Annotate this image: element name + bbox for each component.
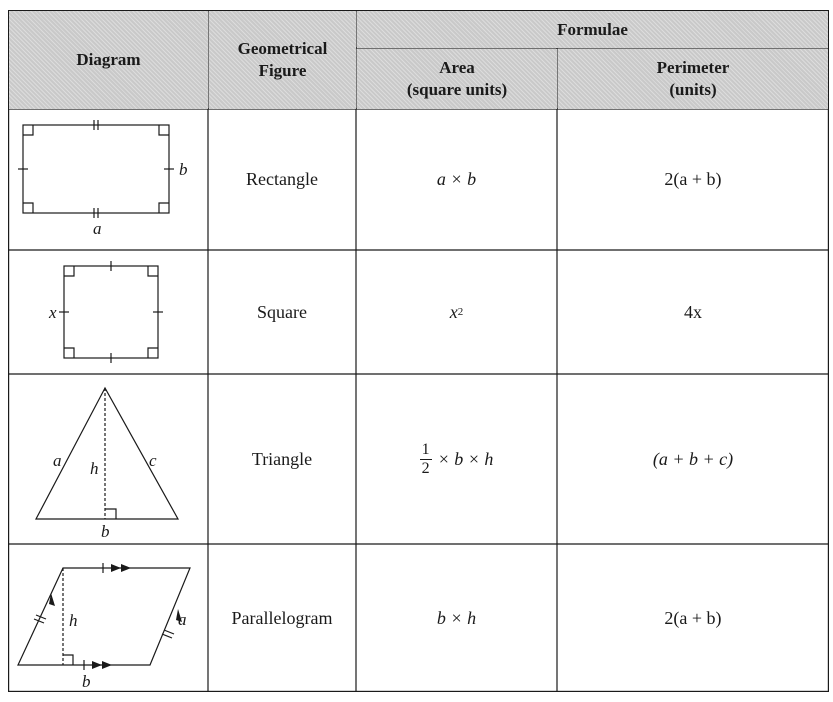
formulae-table: Diagram Geometrical Figure Formulae Area… xyxy=(8,10,829,692)
triangle-label-a: a xyxy=(53,451,62,470)
square-perimeter: 4x xyxy=(684,301,702,322)
header-diagram-label: Diagram xyxy=(76,50,141,69)
parallelogram-row: h a b Parallelogram b × h 2(a + b) xyxy=(8,544,829,692)
rectangle-row: b a Rectangle a × b 2(a + b) xyxy=(8,109,829,250)
square-diagram: x xyxy=(48,261,163,363)
parallelogram-label-b: b xyxy=(82,672,91,691)
rectangle-label-a: a xyxy=(93,219,102,238)
triangle-diagram: a h c b xyxy=(35,386,180,541)
header-perimeter: Perimeter (units) xyxy=(558,49,828,109)
triangle-label-b: b xyxy=(101,522,110,541)
header-formulae-label: Formulae xyxy=(557,19,628,39)
header-area-line1: Area xyxy=(439,58,475,77)
header-perimeter-line1: Perimeter xyxy=(656,58,730,77)
rectangle-label-b: b xyxy=(179,160,188,179)
header-area-line2: (square units) xyxy=(406,80,508,99)
triangle-perimeter: (a + b + c) xyxy=(652,448,734,469)
triangle-name: Triangle xyxy=(251,448,313,469)
square-name: Square xyxy=(257,301,307,322)
header-area: Area (square units) xyxy=(357,49,557,109)
rectangle-perimeter: 2(a + b) xyxy=(664,169,722,189)
parallelogram-perimeter: 2(a + b) xyxy=(664,607,722,628)
parallelogram-label-a: a xyxy=(178,610,187,629)
header-figure-line2: Figure xyxy=(258,61,307,80)
parallelogram-area: b × h xyxy=(436,607,477,628)
table-grid xyxy=(8,10,829,692)
parallelogram-label-h: h xyxy=(69,611,78,630)
header-perimeter-line2: (units) xyxy=(669,80,717,99)
rectangle-diagram: b a xyxy=(18,120,188,238)
header-formulae: Formulae xyxy=(357,11,828,48)
triangle-label-c: c xyxy=(149,451,157,470)
fraction-one-half: 1 2 xyxy=(419,440,432,477)
rectangle-area: a × b xyxy=(436,169,477,189)
header-diagram: Diagram xyxy=(9,11,208,109)
header-figure-line1: Geometrical xyxy=(237,39,328,58)
header-figure: Geometrical Figure xyxy=(209,11,356,109)
parallelogram-diagram: h a b xyxy=(17,563,191,691)
rectangle-name: Rectangle xyxy=(246,169,318,189)
triangle-label-h: h xyxy=(90,459,99,478)
square-label-x: x xyxy=(48,303,57,322)
parallelogram-name: Parallelogram xyxy=(231,607,333,628)
triangle-row: a h c b Triangle 1 2 × b × h (a + b + c) xyxy=(8,374,829,544)
triangle-area: 1 2 × b × h xyxy=(419,440,494,477)
